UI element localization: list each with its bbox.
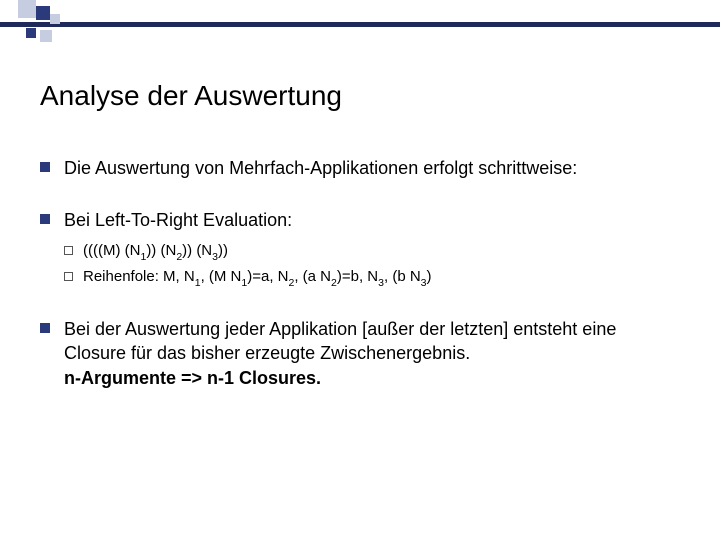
bullet-text: Bei der Auswertung jeder Applikation [au… xyxy=(64,317,680,390)
t: )) (N xyxy=(146,242,176,259)
t: Reihenfole: M, N xyxy=(83,268,195,285)
sub-item: Reihenfole: M, N1, (M N1)=a, N2, (a N2)=… xyxy=(64,267,680,289)
t: 1 xyxy=(140,251,146,263)
t: 3 xyxy=(421,277,427,289)
t: 2 xyxy=(289,277,295,289)
t: 3 xyxy=(212,251,218,263)
t: , (a N xyxy=(294,268,331,285)
bullet-icon xyxy=(40,323,50,333)
deco-square xyxy=(18,0,36,18)
bullet-item: Bei Left-To-Right Evaluation: ((((M) (N1… xyxy=(40,208,680,289)
sub-text: ((((M) (N1)) (N2)) (N3)) xyxy=(83,241,228,263)
t: ((((M) (N xyxy=(83,242,140,259)
t: 1 xyxy=(195,277,201,289)
t: )=b, N xyxy=(337,268,378,285)
t: 3 xyxy=(378,277,384,289)
t: 2 xyxy=(176,251,182,263)
sub-bullet-icon xyxy=(64,272,73,281)
bullet-icon xyxy=(40,214,50,224)
bullet-item: Die Auswertung von Mehrfach-Applikatione… xyxy=(40,156,680,180)
slide-title: Analyse der Auswertung xyxy=(40,80,680,112)
deco-square xyxy=(26,28,36,38)
sub-item: ((((M) (N1)) (N2)) (N3)) xyxy=(64,241,680,263)
bullet-text: Bei Left-To-Right Evaluation: xyxy=(64,208,292,232)
header-bar xyxy=(0,22,720,27)
t: )) xyxy=(218,242,228,259)
t: )=a, N xyxy=(247,268,288,285)
t: 2 xyxy=(331,277,337,289)
t: n-Argumente => n-1 Closures. xyxy=(64,368,321,388)
t: Bei der Auswertung jeder Applikation [au… xyxy=(64,319,616,363)
bullet-item: Bei der Auswertung jeder Applikation [au… xyxy=(40,317,680,390)
t: ) xyxy=(427,268,432,285)
t: 1 xyxy=(241,277,247,289)
bullet-text: Die Auswertung von Mehrfach-Applikatione… xyxy=(64,156,577,180)
t: , (M N xyxy=(201,268,242,285)
header-decoration xyxy=(0,0,720,42)
t: )) (N xyxy=(182,242,212,259)
sub-text: Reihenfole: M, N1, (M N1)=a, N2, (a N2)=… xyxy=(83,267,432,289)
bullet-icon xyxy=(40,162,50,172)
t: , (b N xyxy=(384,268,421,285)
slide-content: Analyse der Auswertung Die Auswertung vo… xyxy=(40,80,680,418)
sub-list: ((((M) (N1)) (N2)) (N3)) Reihenfole: M, … xyxy=(40,241,680,289)
deco-square xyxy=(50,14,60,24)
sub-bullet-icon xyxy=(64,246,73,255)
deco-square xyxy=(36,6,50,20)
deco-square xyxy=(40,30,52,42)
